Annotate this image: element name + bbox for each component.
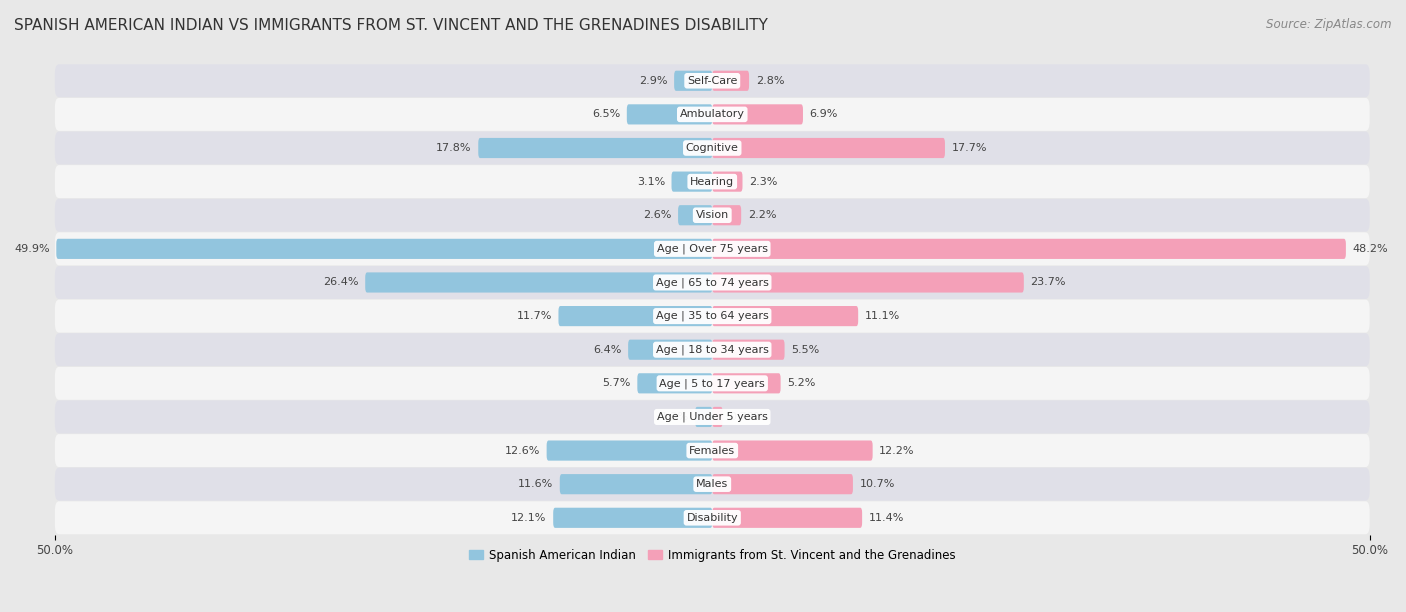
FancyBboxPatch shape (55, 501, 1369, 534)
FancyBboxPatch shape (55, 434, 1369, 467)
Text: Source: ZipAtlas.com: Source: ZipAtlas.com (1267, 18, 1392, 31)
Text: 2.6%: 2.6% (643, 211, 672, 220)
FancyBboxPatch shape (713, 340, 785, 360)
Text: Males: Males (696, 479, 728, 489)
Text: 6.9%: 6.9% (810, 110, 838, 119)
FancyBboxPatch shape (55, 266, 1369, 299)
Text: 2.2%: 2.2% (748, 211, 776, 220)
Text: 49.9%: 49.9% (14, 244, 49, 254)
FancyBboxPatch shape (560, 474, 713, 494)
Text: 17.8%: 17.8% (436, 143, 471, 153)
FancyBboxPatch shape (713, 138, 945, 158)
FancyBboxPatch shape (713, 306, 858, 326)
Text: 5.2%: 5.2% (787, 378, 815, 389)
FancyBboxPatch shape (713, 205, 741, 225)
Text: SPANISH AMERICAN INDIAN VS IMMIGRANTS FROM ST. VINCENT AND THE GRENADINES DISABI: SPANISH AMERICAN INDIAN VS IMMIGRANTS FR… (14, 18, 768, 34)
Text: 11.1%: 11.1% (865, 311, 900, 321)
Text: 2.9%: 2.9% (640, 76, 668, 86)
Text: 26.4%: 26.4% (323, 277, 359, 288)
Text: 17.7%: 17.7% (952, 143, 987, 153)
FancyBboxPatch shape (673, 70, 713, 91)
FancyBboxPatch shape (713, 441, 873, 461)
Text: Age | Under 5 years: Age | Under 5 years (657, 412, 768, 422)
FancyBboxPatch shape (713, 70, 749, 91)
Text: 3.1%: 3.1% (637, 177, 665, 187)
FancyBboxPatch shape (627, 104, 713, 124)
FancyBboxPatch shape (55, 334, 1369, 366)
Text: 6.5%: 6.5% (592, 110, 620, 119)
Text: 11.6%: 11.6% (517, 479, 553, 489)
Text: 0.79%: 0.79% (730, 412, 765, 422)
Text: Age | 35 to 64 years: Age | 35 to 64 years (655, 311, 769, 321)
Text: 6.4%: 6.4% (593, 345, 621, 355)
Text: 12.1%: 12.1% (512, 513, 547, 523)
FancyBboxPatch shape (553, 508, 713, 528)
Text: Age | Over 75 years: Age | Over 75 years (657, 244, 768, 254)
FancyBboxPatch shape (628, 340, 713, 360)
Text: 1.3%: 1.3% (661, 412, 689, 422)
Text: Hearing: Hearing (690, 177, 734, 187)
Legend: Spanish American Indian, Immigrants from St. Vincent and the Grenadines: Spanish American Indian, Immigrants from… (464, 544, 960, 566)
Text: Age | 65 to 74 years: Age | 65 to 74 years (655, 277, 769, 288)
Text: Age | 18 to 34 years: Age | 18 to 34 years (655, 345, 769, 355)
FancyBboxPatch shape (713, 104, 803, 124)
Text: Disability: Disability (686, 513, 738, 523)
FancyBboxPatch shape (637, 373, 713, 394)
FancyBboxPatch shape (713, 407, 723, 427)
Text: Females: Females (689, 446, 735, 455)
FancyBboxPatch shape (713, 508, 862, 528)
FancyBboxPatch shape (55, 132, 1369, 165)
FancyBboxPatch shape (713, 272, 1024, 293)
Text: 48.2%: 48.2% (1353, 244, 1388, 254)
Text: 10.7%: 10.7% (859, 479, 894, 489)
FancyBboxPatch shape (713, 474, 853, 494)
FancyBboxPatch shape (55, 199, 1369, 232)
Text: 2.8%: 2.8% (755, 76, 785, 86)
FancyBboxPatch shape (56, 239, 713, 259)
Text: 5.5%: 5.5% (792, 345, 820, 355)
Text: Ambulatory: Ambulatory (679, 110, 745, 119)
FancyBboxPatch shape (55, 468, 1369, 501)
FancyBboxPatch shape (713, 239, 1346, 259)
Text: 2.3%: 2.3% (749, 177, 778, 187)
FancyBboxPatch shape (366, 272, 713, 293)
Text: 12.6%: 12.6% (505, 446, 540, 455)
FancyBboxPatch shape (695, 407, 713, 427)
FancyBboxPatch shape (55, 98, 1369, 131)
FancyBboxPatch shape (55, 64, 1369, 97)
FancyBboxPatch shape (55, 300, 1369, 332)
FancyBboxPatch shape (547, 441, 713, 461)
FancyBboxPatch shape (558, 306, 713, 326)
Text: Self-Care: Self-Care (688, 76, 738, 86)
FancyBboxPatch shape (713, 373, 780, 394)
FancyBboxPatch shape (55, 367, 1369, 400)
FancyBboxPatch shape (678, 205, 713, 225)
Text: Vision: Vision (696, 211, 728, 220)
Text: Age | 5 to 17 years: Age | 5 to 17 years (659, 378, 765, 389)
FancyBboxPatch shape (478, 138, 713, 158)
FancyBboxPatch shape (713, 171, 742, 192)
Text: 11.4%: 11.4% (869, 513, 904, 523)
Text: 12.2%: 12.2% (879, 446, 915, 455)
Text: 11.7%: 11.7% (516, 311, 553, 321)
Text: 5.7%: 5.7% (602, 378, 631, 389)
FancyBboxPatch shape (55, 400, 1369, 433)
Text: 23.7%: 23.7% (1031, 277, 1066, 288)
FancyBboxPatch shape (55, 233, 1369, 266)
FancyBboxPatch shape (55, 165, 1369, 198)
Text: Cognitive: Cognitive (686, 143, 738, 153)
FancyBboxPatch shape (672, 171, 713, 192)
